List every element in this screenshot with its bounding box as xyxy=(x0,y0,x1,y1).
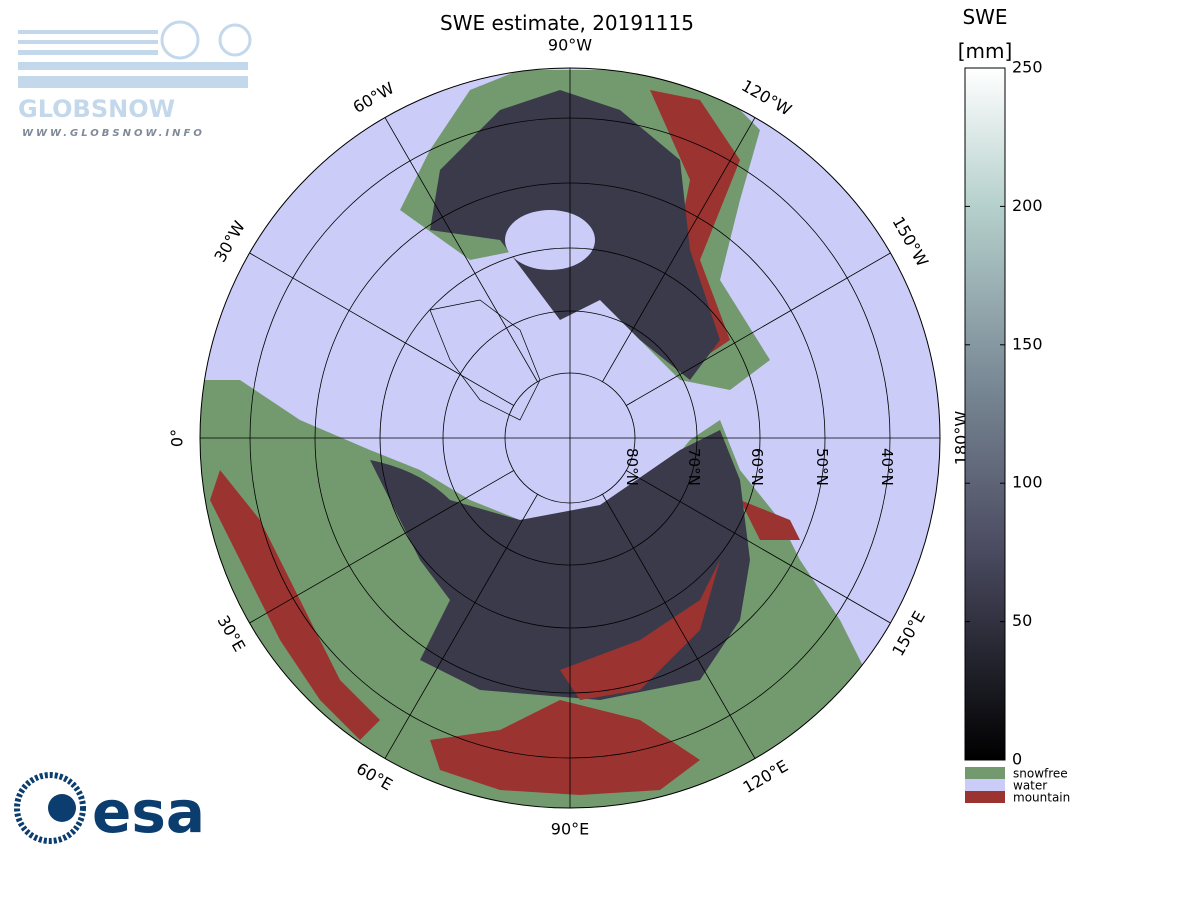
map-title: SWE estimate, 20191115 xyxy=(440,11,694,35)
globsnow-url: WWW.GLOBSNOW.INFO xyxy=(22,128,205,139)
parallel-label: 40°N xyxy=(878,448,896,486)
hudson-bay xyxy=(505,210,595,270)
legend-label: mountain xyxy=(1013,791,1070,805)
colorbar-tick-label: 250 xyxy=(1012,58,1043,77)
legend-swatch xyxy=(965,779,1005,791)
meridian xyxy=(384,494,538,759)
meridian xyxy=(602,117,756,382)
parallel-label: 50°N xyxy=(813,448,831,486)
meridian-label: 60°W xyxy=(350,78,398,117)
colorbar-gradient xyxy=(964,67,1006,761)
meridian-label: 90°E xyxy=(551,820,589,839)
meridian-label: 0° xyxy=(168,429,187,447)
mountain-area xyxy=(650,90,740,360)
meridian-label: 60°E xyxy=(353,759,396,795)
colorbar-title: SWE xyxy=(962,5,1007,29)
polar-map: 80°N 70°N 60°N 50°N 40°N0°30°E60°E90°E120°E1… xyxy=(168,36,971,839)
meridian xyxy=(249,252,514,406)
colorbar-tick-label: 100 xyxy=(1012,473,1043,492)
meridian xyxy=(249,470,514,624)
globsnow-logo: GLOBSNOW WWW.GLOBSNOW.INFO xyxy=(18,20,252,139)
logo-stripe xyxy=(18,30,158,34)
meridian xyxy=(626,252,891,406)
esa-emblem xyxy=(14,772,86,844)
meridian xyxy=(602,494,756,759)
meridian-label: 90°W xyxy=(548,36,592,55)
meridian xyxy=(384,117,538,382)
greenland xyxy=(429,299,541,421)
snowflake xyxy=(218,23,252,57)
logo-stripe xyxy=(18,76,248,88)
colorbar-unit: [mm] xyxy=(958,39,1013,63)
parallel-label: 80°N xyxy=(623,448,641,486)
parallel-label: 70°N xyxy=(685,448,703,486)
colorbar-tick-label: 200 xyxy=(1012,196,1043,215)
legend-swatch xyxy=(965,791,1005,803)
colorbar-tick-label: 150 xyxy=(1012,334,1043,353)
colorbar-tick-label: 0 xyxy=(1012,750,1022,769)
esa-logo: esa xyxy=(14,772,205,846)
legend-label: snowfree xyxy=(1013,767,1068,781)
logo-stripe xyxy=(18,40,158,44)
meridian xyxy=(626,470,891,624)
esa-emblem-core xyxy=(48,794,76,822)
snowflake xyxy=(160,20,200,60)
legend-swatch xyxy=(965,767,1005,779)
legend-label: water xyxy=(1013,779,1047,793)
map-border xyxy=(199,67,941,809)
meridian-label: 30°E xyxy=(214,612,250,655)
colorbar-tick-label: 50 xyxy=(1012,611,1032,630)
mountain-area xyxy=(430,700,700,795)
logo-stripe xyxy=(18,50,158,55)
mountain-area xyxy=(740,500,800,540)
esa-text: esa xyxy=(92,778,205,846)
parallel-label: 60°N xyxy=(748,448,766,486)
meridian-label: 30°W xyxy=(210,217,249,265)
logo-stripe xyxy=(18,62,248,70)
globsnow-text: GLOBSNOW xyxy=(18,95,175,123)
colorbar: SWE [mm] 0 50 100 150 200 250 snowfreewatermou… xyxy=(958,5,1071,805)
graticule xyxy=(200,68,940,808)
mountain-area xyxy=(560,560,720,700)
mountain-area xyxy=(210,470,380,740)
